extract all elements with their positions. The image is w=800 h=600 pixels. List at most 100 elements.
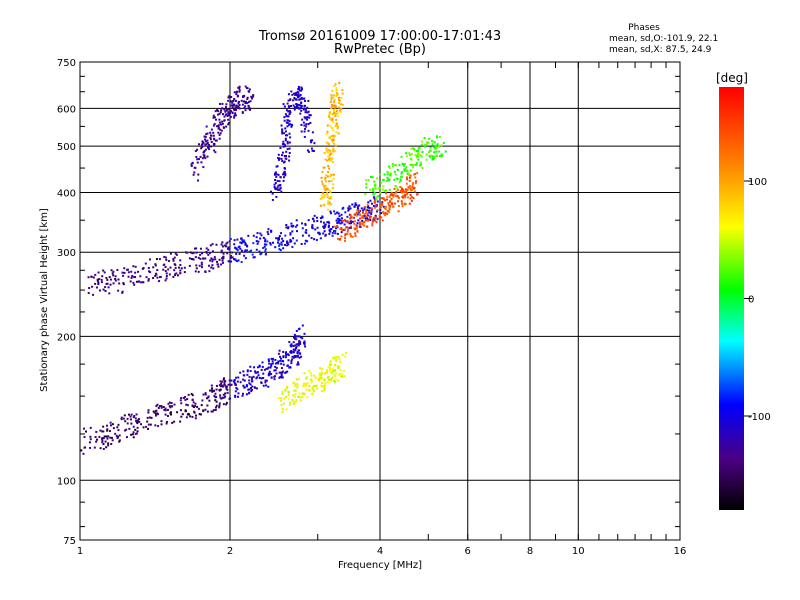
data-point xyxy=(274,187,277,190)
data-point xyxy=(332,177,335,180)
data-point xyxy=(140,281,143,284)
data-point xyxy=(291,245,294,248)
data-point xyxy=(262,376,265,379)
data-point xyxy=(234,112,237,115)
data-point xyxy=(152,266,155,269)
data-point xyxy=(164,266,167,269)
data-point xyxy=(282,103,285,106)
data-point xyxy=(226,241,229,244)
data-point xyxy=(326,376,329,379)
data-point xyxy=(304,111,307,114)
data-point xyxy=(405,155,408,158)
data-point xyxy=(173,256,176,259)
data-point xyxy=(385,198,388,201)
data-point xyxy=(173,420,176,423)
data-point xyxy=(179,420,182,423)
data-point xyxy=(296,352,299,355)
data-point xyxy=(214,151,217,154)
data-point xyxy=(173,263,176,266)
data-point xyxy=(371,224,374,227)
data-point xyxy=(333,113,336,116)
data-point xyxy=(337,212,340,215)
data-point xyxy=(413,148,416,151)
data-point xyxy=(213,256,216,259)
data-point xyxy=(222,393,225,396)
data-point xyxy=(211,260,214,263)
data-point xyxy=(287,110,290,113)
data-point xyxy=(268,370,271,373)
data-point xyxy=(338,358,341,361)
data-point xyxy=(399,185,402,188)
data-point xyxy=(304,345,307,348)
data-point xyxy=(248,382,251,385)
data-point xyxy=(192,251,195,254)
data-point xyxy=(220,249,223,252)
data-point xyxy=(154,263,157,266)
data-point xyxy=(329,111,332,114)
data-point xyxy=(344,211,347,214)
data-point xyxy=(365,186,368,189)
data-point xyxy=(335,356,338,359)
data-point xyxy=(338,373,341,376)
data-point xyxy=(333,225,336,228)
data-point xyxy=(381,204,384,207)
data-point xyxy=(347,207,350,210)
data-point xyxy=(284,134,287,137)
data-point xyxy=(274,171,277,174)
data-point xyxy=(332,109,335,112)
data-point xyxy=(276,237,279,240)
data-point xyxy=(293,354,296,357)
data-point xyxy=(227,246,230,249)
data-point xyxy=(194,256,197,259)
data-point xyxy=(303,342,306,345)
data-point xyxy=(337,221,340,224)
data-point xyxy=(123,267,126,270)
data-point xyxy=(323,187,326,190)
data-point xyxy=(292,341,295,344)
data-point xyxy=(328,366,331,369)
data-point xyxy=(221,102,224,105)
data-point xyxy=(249,365,252,368)
data-point xyxy=(373,180,376,183)
data-point xyxy=(411,147,414,150)
data-point xyxy=(229,237,232,240)
data-point xyxy=(308,369,311,372)
data-point xyxy=(428,151,431,154)
data-point xyxy=(335,122,338,125)
data-point xyxy=(166,408,169,411)
data-point xyxy=(226,391,229,394)
data-point xyxy=(298,95,301,98)
data-point xyxy=(301,227,304,230)
data-point xyxy=(376,195,379,198)
data-point xyxy=(248,375,251,378)
data-point xyxy=(367,205,370,208)
data-point xyxy=(210,266,213,269)
data-point xyxy=(280,362,283,365)
data-point xyxy=(324,372,327,375)
data-point xyxy=(353,227,356,230)
data-point xyxy=(210,389,213,392)
data-point xyxy=(324,223,327,226)
data-point xyxy=(247,100,250,103)
data-point xyxy=(303,343,306,346)
data-point xyxy=(293,92,296,95)
data-point xyxy=(364,217,367,220)
data-point xyxy=(285,408,288,411)
data-point xyxy=(392,205,395,208)
data-point xyxy=(327,148,330,151)
data-point xyxy=(295,94,298,97)
data-point xyxy=(376,218,379,221)
data-point xyxy=(147,278,150,281)
data-point xyxy=(230,104,233,107)
data-point xyxy=(338,215,341,218)
data-point xyxy=(343,223,346,226)
data-point xyxy=(221,120,224,123)
data-point xyxy=(334,356,337,359)
data-point xyxy=(353,205,356,208)
data-point xyxy=(117,423,120,426)
data-point xyxy=(247,90,250,93)
data-point xyxy=(264,250,267,253)
data-point xyxy=(304,109,307,112)
data-point xyxy=(284,137,287,140)
data-point xyxy=(331,370,334,373)
